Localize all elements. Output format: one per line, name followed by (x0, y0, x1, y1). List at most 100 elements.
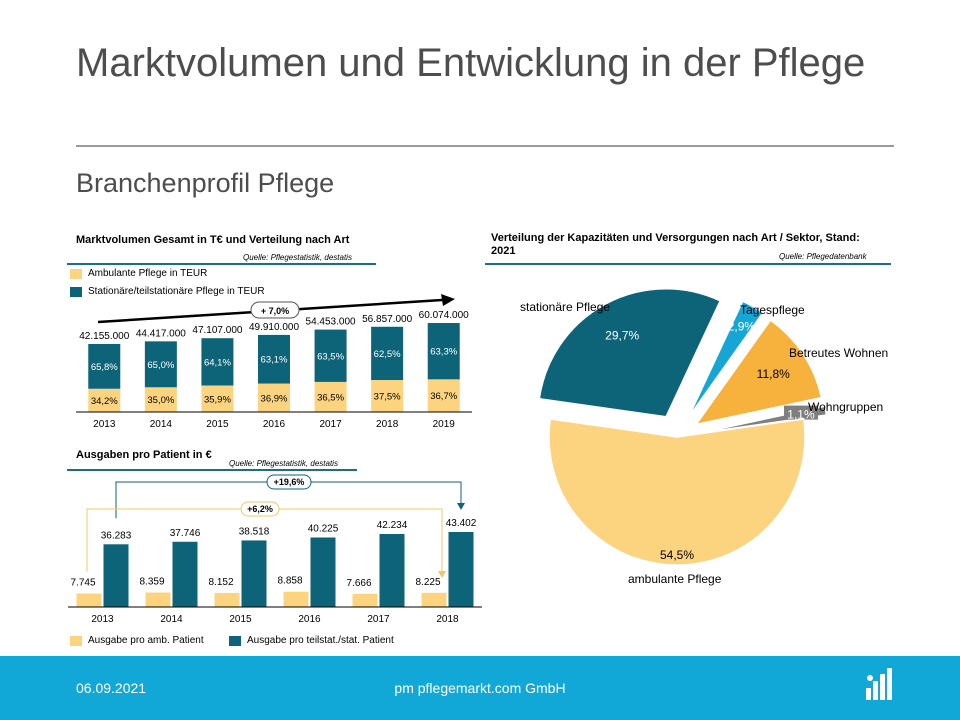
bar-ambulant (144, 387, 177, 412)
page-title: Marktvolumen und Entwicklung in der Pfle… (76, 41, 866, 85)
bar-amb-patient (145, 592, 171, 607)
bar-stationary (144, 341, 177, 388)
bar-label-ambulant: 35,0% (147, 395, 174, 406)
bar-label-ambulant: 34,2% (91, 396, 118, 407)
x-tick-label: 2018 (436, 614, 459, 625)
bar-label-ambulant: 37,5% (374, 392, 401, 403)
bar-label-stationary: 64,1% (204, 357, 231, 368)
value-label-amb-patient: 8.858 (277, 576, 302, 587)
bar-ambulant (371, 380, 404, 412)
bar-amb-patient (283, 591, 309, 607)
bar-stationary (427, 323, 460, 380)
x-tick-label: 2014 (150, 419, 173, 430)
chart1-legend-ambulant: Ambulante Pflege in TEUR (70, 268, 207, 279)
title-divider (76, 145, 894, 147)
legend-swatch-stationary (70, 286, 82, 297)
total-label: 60.074.000 (419, 310, 469, 321)
bar-stat-patient (379, 534, 405, 607)
x-tick-label: 2014 (160, 614, 183, 625)
value-label-stat-patient: 43.402 (446, 518, 477, 529)
growth-annotation-label: + 7,0% (261, 306, 289, 316)
total-label: 56.857.000 (362, 314, 412, 325)
chart2-title: Ausgaben pro Patient in € (76, 449, 212, 461)
legend-label-ambulant: Ambulante Pflege in TEUR (88, 268, 208, 279)
bar-label-ambulant: 35,9% (204, 394, 231, 405)
chart2-legend-stationary: Ausgabe pro teilstat./stat. Patient (229, 635, 394, 646)
bar-stationary (88, 344, 121, 389)
ausgaben-chart: 7.745 36.283 2013 8.359 37.746 2014 8.152 38.51… (68, 474, 482, 625)
total-label: 49.910.000 (249, 322, 299, 333)
value-label-stat-patient: 38.518 (239, 526, 270, 537)
amb-growth-arrow-head (438, 571, 446, 578)
page-subtitle: Branchenprofil Pflege (76, 168, 335, 198)
bar-amb-patient (76, 593, 102, 607)
pie-value-label: 1,1% (787, 408, 815, 422)
chart3-source: Quelle: Pflegedatenbank (779, 252, 867, 261)
x-tick-label: 2013 (91, 614, 114, 625)
value-label-amb-patient: 7.745 (70, 578, 95, 589)
total-label: 47.107.000 (192, 325, 242, 336)
value-label-stat-patient: 42.234 (377, 520, 408, 531)
chart2-rule (67, 469, 357, 471)
pie-value-label: 29,7% (605, 329, 639, 343)
pie-slice (687, 300, 764, 418)
x-tick-label: 2018 (376, 419, 399, 430)
bar-label-ambulant: 36,5% (317, 392, 344, 403)
chart1-legend-stationary: Stationäre/teilstationäre Pflege in TEUR (70, 286, 265, 297)
chart1-title: Marktvolumen Gesamt in T€ und Verteilung… (76, 234, 350, 246)
pie-value-label: 2,9% (728, 319, 756, 333)
x-tick-label: 2013 (93, 419, 116, 430)
value-label-amb-patient: 8.152 (208, 577, 233, 588)
growth-arrow-head (441, 294, 455, 306)
pie-category-label: Wohngruppen (808, 400, 883, 414)
pie-category-label: Betreutes Wohnen (789, 346, 888, 360)
bar-label-ambulant: 36,9% (261, 393, 288, 404)
value-label-stat-patient: 40.225 (308, 523, 339, 534)
bar-label-ambulant: 36,7% (430, 391, 457, 402)
bar-stat-patient (448, 532, 474, 607)
x-tick-label: 2017 (319, 419, 342, 430)
stat-growth-badge (266, 474, 312, 490)
bar-ambulant (88, 388, 121, 412)
x-tick-label: 2017 (367, 614, 390, 625)
bar-label-stationary: 63,1% (261, 355, 288, 366)
pie-value-label: 11,8% (757, 367, 790, 381)
chart1-rule (67, 263, 376, 265)
bar-ambulant (314, 381, 347, 412)
bar-label-stationary: 65,0% (147, 360, 174, 371)
x-tick-label: 2015 (229, 614, 252, 625)
total-label: 54.453.000 (306, 317, 356, 328)
bar-label-stationary: 63,3% (430, 347, 457, 358)
value-label-stat-patient: 37.746 (170, 528, 201, 539)
pie-value-label-bg (783, 405, 818, 420)
bar-chart-logo-icon (866, 668, 892, 700)
legend-label-stat-patient: Ausgabe pro teilstat./stat. Patient (247, 635, 394, 646)
x-tick-label: 2016 (263, 419, 286, 430)
total-label: 44.417.000 (136, 328, 186, 339)
x-tick-label: 2019 (433, 419, 456, 430)
verteilung-pie-chart: 29,7% 2,9% 11,8% 1,1% 54,5% stationäre Pflege… (520, 288, 888, 586)
bar-stationary (371, 326, 404, 381)
stat-growth-arrow-head (457, 503, 465, 510)
value-label-amb-patient: 8.225 (415, 577, 440, 588)
marktvolumen-chart: + 7,0% 34,2% 65,8% 42.155.000 2013 35,0% 65,0%… (76, 294, 472, 430)
stat-growth-label: +19,6% (274, 477, 305, 487)
legend-swatch-amb-patient (70, 635, 82, 646)
bar-label-stationary: 65,8% (91, 362, 118, 373)
footer-bar: 06.09.2021 pm pflegemarkt.com GmbH (0, 656, 960, 720)
value-label-stat-patient: 36.283 (101, 530, 132, 541)
chart2-source: Quelle: Pflegestatistik, destatis (229, 459, 338, 468)
pie-category-label: stationäre Pflege (520, 300, 610, 314)
chart3-rule (485, 263, 891, 265)
pie-slice (694, 319, 823, 426)
legend-label-amb-patient: Ausgabe pro amb. Patient (88, 635, 204, 646)
amb-growth-label: +6,2% (247, 504, 273, 514)
chart3-title: Verteilung der Kapazitäten und Versorgun… (491, 232, 860, 257)
bar-stat-patient (172, 541, 198, 607)
x-tick-label: 2016 (298, 614, 321, 625)
x-tick-label: 2015 (206, 419, 229, 430)
bar-stationary (201, 338, 234, 386)
legend-swatch-stat-patient (229, 635, 241, 646)
chart2-legend-ambulant: Ausgabe pro amb. Patient (70, 635, 204, 646)
value-label-amb-patient: 8.359 (139, 577, 164, 588)
